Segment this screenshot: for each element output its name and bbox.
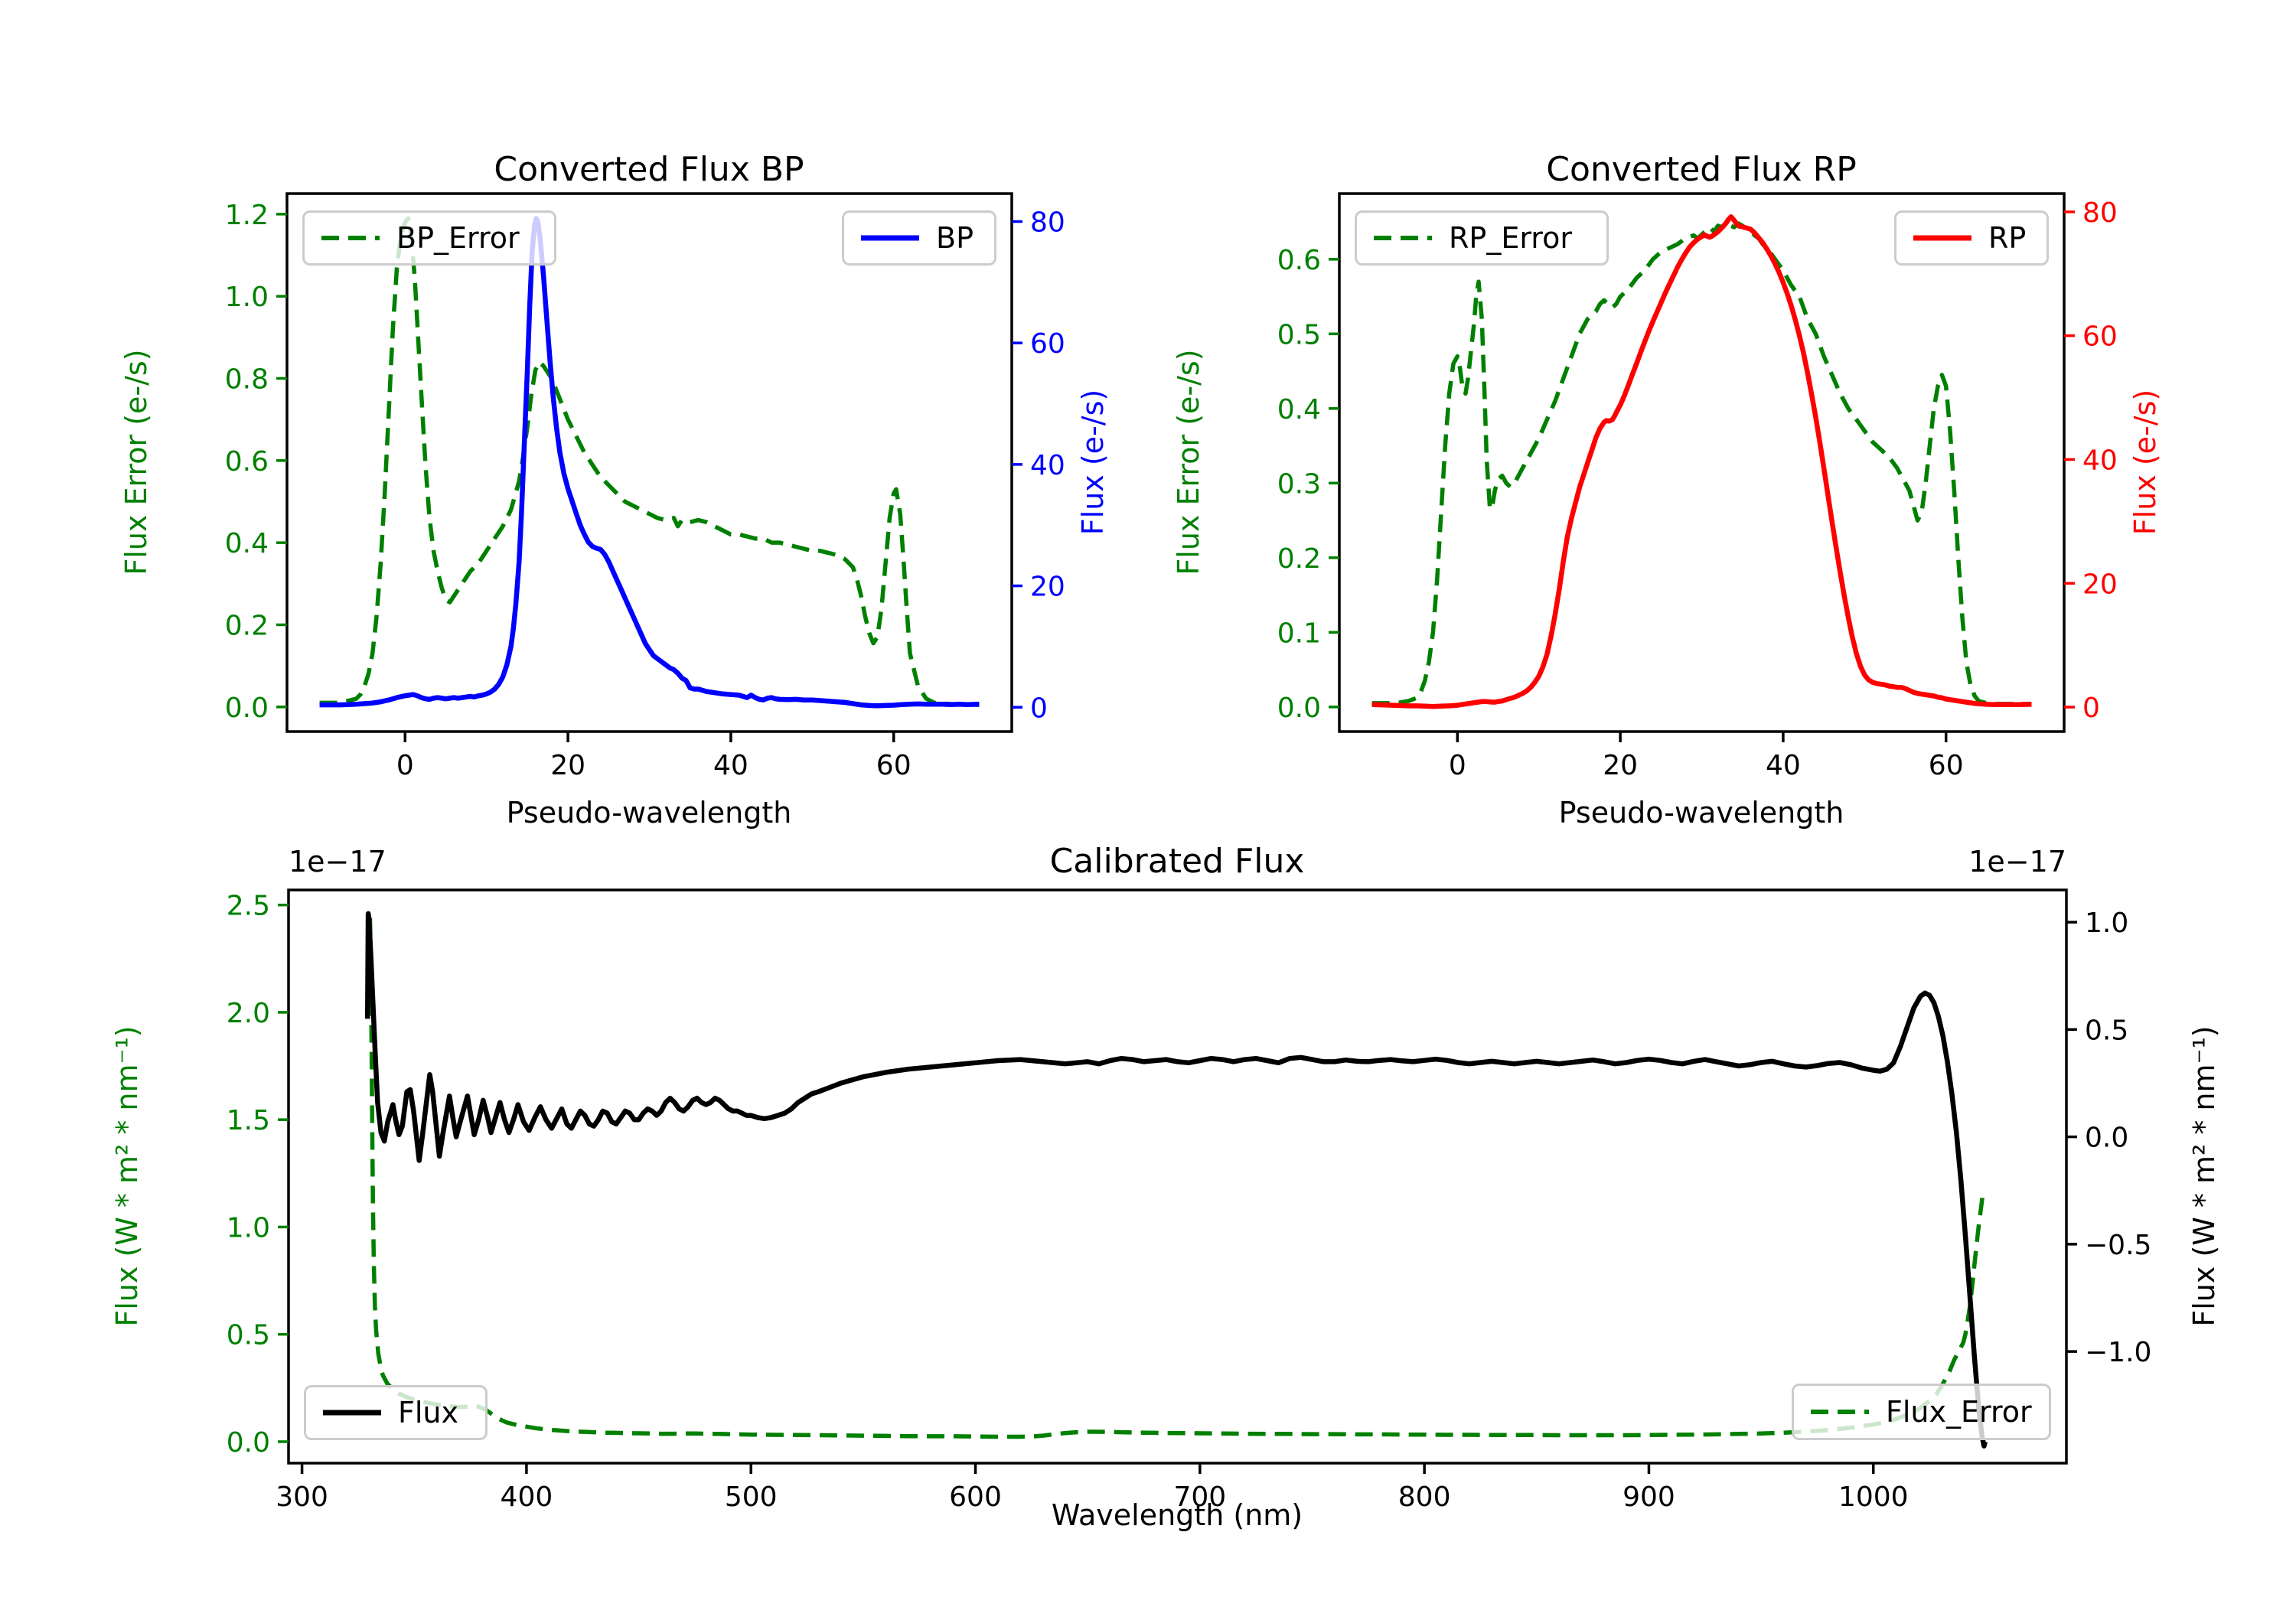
tick-label: 500	[725, 1482, 778, 1513]
tick-label: 0	[2082, 693, 2100, 724]
legend-label: Flux_Error	[1886, 1395, 2032, 1429]
series-Flux_Error	[367, 918, 1985, 1439]
legend-bp: BP	[842, 210, 996, 266]
tick-label: 0.4	[225, 528, 269, 559]
xlabel-rp: Pseudo-wavelength	[1558, 796, 1844, 830]
legend-label: RP	[1988, 221, 2027, 255]
legend-bp-error: BP_Error	[302, 210, 556, 266]
legend-rp-error: RP_Error	[1355, 210, 1609, 266]
dashed-line-sample-icon	[1811, 1410, 1869, 1414]
solid-line-sample-icon	[1913, 235, 1971, 241]
tick-label: 1.2	[225, 200, 269, 231]
tick-label: 0.6	[1277, 245, 1321, 276]
tick-label: 0.0	[1277, 693, 1321, 724]
tick-label: 80	[2082, 197, 2118, 229]
tick-label: 20	[550, 750, 585, 781]
tick-label: 0.5	[2085, 1015, 2128, 1046]
series-BP	[319, 216, 980, 709]
tick-label: 0.2	[225, 610, 269, 641]
tick-label: 40	[2082, 445, 2118, 476]
tick-label: 80	[1030, 207, 1065, 238]
axes-spines	[1338, 192, 2066, 733]
tick-label: 0.0	[227, 1427, 270, 1459]
tick-label: 800	[1398, 1482, 1451, 1513]
solid-line-sample-icon	[861, 235, 919, 241]
tick-label: 300	[276, 1482, 328, 1513]
tick-label: 0	[1030, 693, 1048, 724]
ylabel-left-bp: Flux Error (e-/s)	[119, 349, 153, 575]
tick-label: 60	[2082, 321, 2118, 353]
tick-label: 0.2	[1277, 543, 1321, 575]
tick-label: 0.3	[1277, 468, 1321, 500]
title-rp: Converted Flux RP	[1546, 150, 1857, 189]
legend-rp: RP	[1894, 210, 2049, 266]
offset-text-left: 1e−17	[289, 845, 386, 878]
tick-label: 20	[2082, 569, 2118, 600]
xlabel-calibrated: Wavelength (nm)	[1051, 1498, 1303, 1532]
xlabel-bp: Pseudo-wavelength	[506, 796, 792, 830]
tick-label: 1.0	[225, 282, 269, 313]
tick-label: 60	[1929, 750, 1964, 781]
tick-label: 2.5	[227, 891, 270, 922]
tick-label: 900	[1623, 1482, 1675, 1513]
axes-spines	[287, 888, 2068, 1465]
tick-label: −0.5	[2085, 1230, 2151, 1261]
series-group	[1371, 214, 2032, 709]
legend-label: RP_Error	[1449, 221, 1572, 255]
tick-label: 40	[713, 750, 748, 781]
tick-label: 60	[1030, 328, 1065, 360]
legend-label: BP	[936, 221, 974, 255]
tick-label: 20	[1603, 750, 1638, 781]
tick-label: 40	[1030, 450, 1065, 481]
tick-label: 1000	[1838, 1482, 1909, 1513]
series-RP	[1371, 214, 2032, 709]
series-group	[319, 216, 980, 709]
tick-label: 0.5	[1277, 319, 1321, 350]
tick-label: 1.0	[227, 1212, 270, 1244]
tick-label: 0.0	[2085, 1123, 2128, 1154]
tick-label: 60	[876, 750, 912, 781]
tick-label: 0.1	[1277, 618, 1321, 649]
legend-flux-error: Flux_Error	[1792, 1384, 2051, 1440]
tick-label: 0.0	[225, 693, 269, 724]
tick-label: 0	[1449, 750, 1466, 781]
tick-label: 0.6	[225, 446, 269, 478]
offset-text-right: 1e−17	[1968, 845, 2066, 878]
series-Flux	[364, 911, 1988, 1449]
tick-label: 1.5	[227, 1105, 270, 1136]
title-bp: Converted Flux BP	[494, 150, 804, 189]
tick-label: 700	[1173, 1482, 1226, 1513]
solid-line-sample-icon	[323, 1410, 381, 1416]
tick-label: 40	[1766, 750, 1801, 781]
series-group	[364, 911, 1988, 1449]
tick-label: 20	[1030, 572, 1065, 603]
legend-label: Flux	[398, 1396, 458, 1429]
axes-spines	[285, 192, 1013, 733]
ylabel-left-rp: Flux Error (e-/s)	[1172, 349, 1205, 575]
legend-label: BP_Error	[396, 221, 520, 255]
series-RP_Error	[1371, 221, 2032, 706]
ylabel-left-calibrated: Flux (W * m² * nm⁻¹)	[110, 1025, 144, 1327]
tick-label: 2.0	[227, 998, 270, 1029]
legend-flux: Flux	[304, 1385, 488, 1440]
tick-label: 0.4	[1277, 394, 1321, 425]
tick-label: 0.5	[227, 1320, 270, 1351]
tick-label: 400	[501, 1482, 553, 1513]
series-BP_Error	[319, 216, 980, 707]
ylabel-right-bp: Flux (e-/s)	[1076, 389, 1110, 536]
ylabel-right-calibrated: Flux (W * m² * nm⁻¹)	[2187, 1025, 2221, 1327]
tick-label: −1.0	[2085, 1337, 2151, 1368]
dashed-line-sample-icon	[321, 236, 380, 240]
tick-label: 600	[949, 1482, 1002, 1513]
tick-label: 0	[396, 750, 414, 781]
tick-label: 1.0	[2085, 908, 2128, 939]
tick-label: 0.8	[225, 363, 269, 395]
dashed-line-sample-icon	[1374, 236, 1432, 240]
title-calibrated: Calibrated Flux	[1049, 842, 1305, 881]
ylabel-right-rp: Flux (e-/s)	[2128, 389, 2162, 536]
